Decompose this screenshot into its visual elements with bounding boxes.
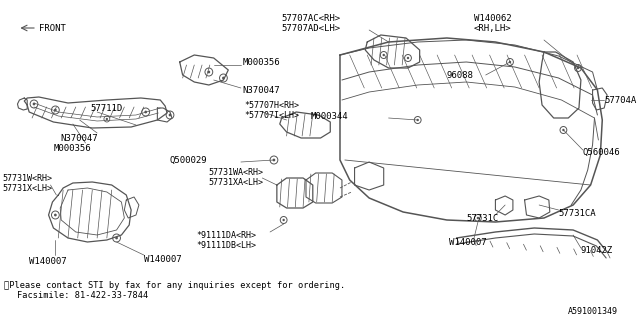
Text: *57707I<LH>: *57707I<LH> xyxy=(244,110,300,119)
Text: ※Please contact STI by fax for any inquiries except for ordering.: ※Please contact STI by fax for any inqui… xyxy=(4,281,345,290)
Text: N370047: N370047 xyxy=(243,85,280,94)
Circle shape xyxy=(145,111,147,113)
Text: 57731X<LH>: 57731X<LH> xyxy=(2,183,52,193)
Circle shape xyxy=(282,219,285,221)
Text: A591001349: A591001349 xyxy=(568,308,618,316)
Circle shape xyxy=(207,71,210,73)
Text: 91042Z: 91042Z xyxy=(581,245,613,254)
Text: Q500029: Q500029 xyxy=(170,156,207,164)
Circle shape xyxy=(273,159,275,161)
Text: 57704A: 57704A xyxy=(604,95,636,105)
Text: Facsimile: 81-422-33-7844: Facsimile: 81-422-33-7844 xyxy=(17,292,148,300)
Circle shape xyxy=(222,76,225,79)
Circle shape xyxy=(54,108,57,111)
Text: 57711D: 57711D xyxy=(90,103,123,113)
Text: 57731CA: 57731CA xyxy=(559,209,596,218)
Circle shape xyxy=(477,217,479,219)
Text: 57707AC<RH>: 57707AC<RH> xyxy=(282,13,341,22)
Text: *91111DB<LH>: *91111DB<LH> xyxy=(196,241,256,250)
Circle shape xyxy=(407,57,409,59)
Text: 57731XA<LH>: 57731XA<LH> xyxy=(209,178,264,187)
Text: 57707AD<LH>: 57707AD<LH> xyxy=(282,23,341,33)
Text: FRONT: FRONT xyxy=(39,23,66,33)
Text: *91111DA<RH>: *91111DA<RH> xyxy=(196,230,256,239)
Text: 57731WA<RH>: 57731WA<RH> xyxy=(209,167,264,177)
Text: W140007: W140007 xyxy=(449,237,486,246)
Text: <RH,LH>: <RH,LH> xyxy=(474,23,511,33)
Circle shape xyxy=(54,214,57,216)
Text: M000344: M000344 xyxy=(311,111,348,121)
Text: M000356: M000356 xyxy=(243,58,280,67)
Circle shape xyxy=(417,119,419,121)
Text: 57731W<RH>: 57731W<RH> xyxy=(2,173,52,182)
Circle shape xyxy=(577,67,579,69)
Circle shape xyxy=(115,236,118,239)
Text: *57707H<RH>: *57707H<RH> xyxy=(244,100,300,109)
Circle shape xyxy=(168,114,172,116)
Circle shape xyxy=(106,118,108,120)
Text: N370047: N370047 xyxy=(60,133,98,142)
Text: Q560046: Q560046 xyxy=(583,148,620,156)
Circle shape xyxy=(383,54,385,56)
Text: W140007: W140007 xyxy=(29,258,67,267)
Circle shape xyxy=(509,61,511,63)
Text: W140062: W140062 xyxy=(474,13,511,22)
Circle shape xyxy=(562,129,564,131)
Text: 57731C: 57731C xyxy=(467,213,499,222)
Circle shape xyxy=(33,103,35,105)
Text: M000356: M000356 xyxy=(53,143,91,153)
Text: W140007: W140007 xyxy=(144,255,181,265)
Text: 96088: 96088 xyxy=(447,70,474,79)
